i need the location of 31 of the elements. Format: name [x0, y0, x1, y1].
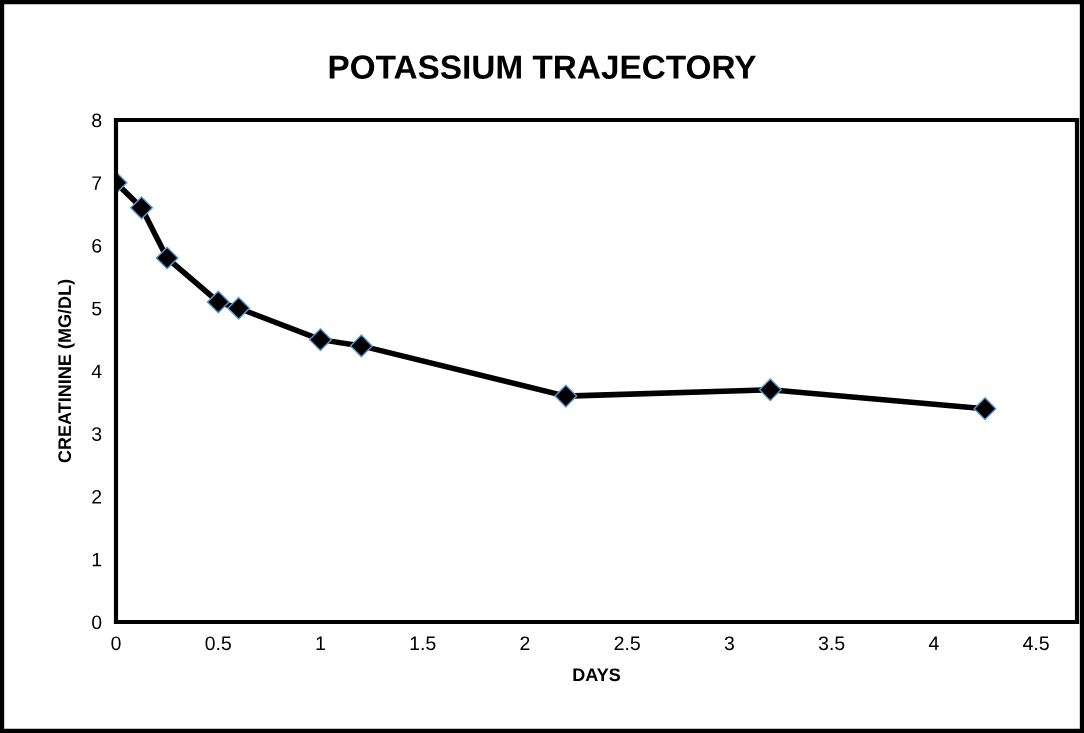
y-tick-label: 8	[92, 113, 102, 128]
point	[155, 246, 179, 270]
chart-title: POTASSIUM TRAJECTORY	[329, 55, 756, 79]
y-tick-label: 5	[92, 301, 102, 316]
x-tick-label: 1.5	[410, 636, 436, 651]
x-tick-label: 4	[928, 636, 939, 650]
point	[227, 296, 251, 320]
x-tick-label: 4.5	[1023, 636, 1049, 651]
y-tick-label: 1	[92, 552, 102, 567]
x-tick-label: 0	[111, 636, 121, 651]
point	[349, 334, 373, 358]
y-tick-label: 6	[92, 238, 102, 253]
y-tick-label: 0	[92, 615, 102, 630]
x-axis-title: DAYS	[573, 668, 621, 682]
y-tick-label: 7	[92, 176, 102, 190]
point	[206, 290, 230, 314]
y-tick-label: 2	[92, 489, 102, 504]
point	[758, 378, 782, 402]
y-axis-title: CREATININE (MG/DL)	[57, 279, 75, 463]
x-tick-label: 0.5	[205, 636, 231, 651]
point	[554, 384, 578, 408]
y-tick-label: 3	[92, 427, 102, 441]
point	[308, 328, 332, 352]
x-tick-label: 2	[520, 636, 530, 650]
x-tick-label: 3.5	[818, 636, 845, 651]
y-tick-label: 4	[91, 364, 102, 379]
point	[973, 397, 997, 421]
x-tick-label: 2.5	[614, 636, 640, 651]
point	[130, 196, 154, 220]
x-tick-label: 3	[724, 636, 734, 651]
x-tick-label: 1	[316, 636, 325, 650]
